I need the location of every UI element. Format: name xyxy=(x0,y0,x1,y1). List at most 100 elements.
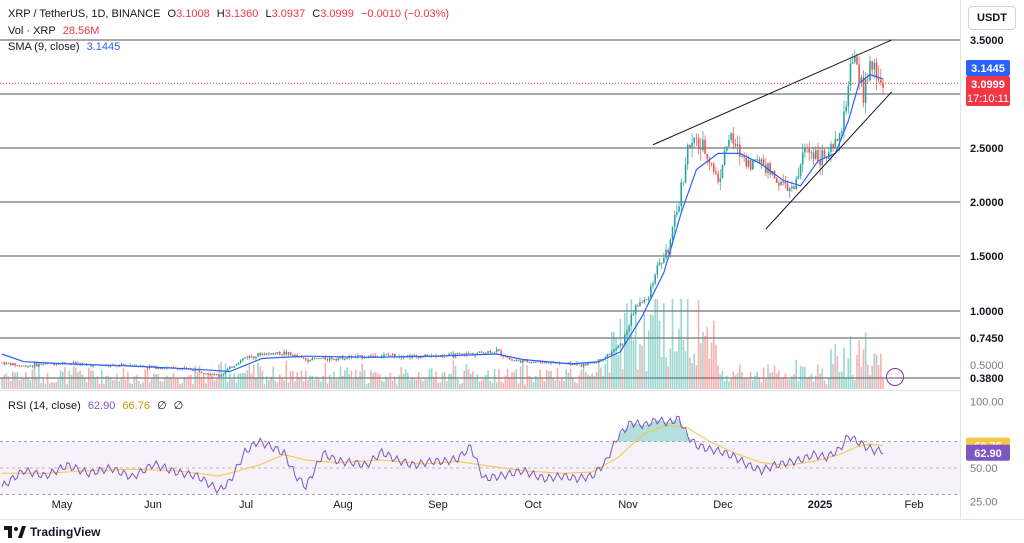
volume-bar xyxy=(428,368,431,389)
volume-label: Vol · XRP xyxy=(8,25,56,37)
candle-body xyxy=(142,365,144,367)
candle-body xyxy=(756,159,758,161)
volume-bar xyxy=(563,380,565,389)
alert-icon[interactable] xyxy=(886,368,904,386)
candle-body xyxy=(61,362,64,364)
volume-bar xyxy=(539,369,541,389)
symbol-legend[interactable]: XRP / TetherUS, 1D, BINANCE O3.1008 H3.1… xyxy=(8,8,453,20)
volume-bar xyxy=(153,373,155,389)
candle-body xyxy=(730,133,732,140)
sma-label: SMA (9, close) xyxy=(8,41,80,53)
volume-bar xyxy=(508,376,511,389)
candle-body xyxy=(270,353,272,355)
candle-body xyxy=(20,365,23,367)
volume-bar xyxy=(283,380,285,389)
rsi-legend[interactable]: RSI (14, close) 62.90 66.76 ∅ ∅ xyxy=(8,399,187,412)
volume-bar xyxy=(732,371,735,389)
volume-bar xyxy=(287,382,290,389)
volume-bar xyxy=(168,378,170,389)
volume-bar xyxy=(548,371,550,389)
candle-body xyxy=(617,345,620,349)
candle-body xyxy=(250,355,253,357)
change-value: −0.0010 (−0.03%) xyxy=(360,8,450,20)
volume-bar xyxy=(324,363,327,389)
candle-body xyxy=(90,364,92,367)
volume-bar xyxy=(22,377,25,389)
volume-bar xyxy=(109,378,112,389)
candle-body xyxy=(122,363,125,366)
volume-bar xyxy=(213,380,216,389)
tradingview-logo[interactable]: TradingView xyxy=(4,525,100,539)
volume-bar xyxy=(736,373,739,389)
volume-bar xyxy=(734,375,737,389)
sma-legend[interactable]: SMA (9, close) 3.1445 xyxy=(8,41,124,53)
volume-bar xyxy=(344,370,346,389)
volume-bar xyxy=(66,384,68,389)
volume-bar xyxy=(843,347,845,389)
volume-bar xyxy=(396,384,398,389)
candle-body xyxy=(680,182,683,207)
volume-bar xyxy=(20,379,23,389)
candle-body xyxy=(415,354,418,357)
price-tick-label: 1.0000 xyxy=(970,306,1004,318)
volume-bar xyxy=(730,377,732,389)
volume-bar xyxy=(454,365,457,389)
trendlines[interactable] xyxy=(652,39,893,230)
footer: TradingView xyxy=(0,519,1024,543)
volume-bar xyxy=(383,381,385,389)
candle-body xyxy=(406,355,409,357)
volume-bar xyxy=(699,343,702,389)
volume-bar xyxy=(704,335,706,389)
volume-bar xyxy=(552,378,554,389)
volume-legend[interactable]: Vol · XRP 28.56M xyxy=(8,25,103,37)
volume-bar xyxy=(558,380,561,389)
candle-body xyxy=(491,352,494,354)
trendline-lower xyxy=(765,91,893,230)
candle-body xyxy=(259,353,262,356)
volume-bar xyxy=(12,371,14,389)
candle-body xyxy=(163,367,166,369)
candle-body xyxy=(231,366,233,368)
volume-bar xyxy=(326,383,329,389)
candle-body xyxy=(754,159,756,161)
price-tick-label: 1.5000 xyxy=(970,251,1004,263)
volume-bar xyxy=(875,354,878,389)
volume-bar xyxy=(14,372,16,389)
volume-bar xyxy=(498,369,500,389)
candle-body xyxy=(42,364,45,366)
candle-body xyxy=(335,358,337,361)
volume-bar xyxy=(710,342,713,389)
price-axis[interactable]: 3.50003.00002.50002.00001.50001.00000.74… xyxy=(970,35,1004,508)
volume-bar xyxy=(684,351,687,389)
volume-bar xyxy=(817,364,819,389)
candle-body xyxy=(92,364,94,367)
volume-bar xyxy=(693,353,696,389)
time-axis[interactable]: May Jun Jul Aug Sep Oct Nov Dec 2025 Feb xyxy=(52,499,924,511)
volume-bar xyxy=(647,330,650,389)
volume-bar xyxy=(285,360,288,389)
volume-bar xyxy=(38,361,40,389)
volume-bar xyxy=(129,383,131,389)
volume-bar xyxy=(626,303,628,389)
candle-body xyxy=(1,362,3,364)
volume-bar xyxy=(461,383,463,389)
time-tick-label: Oct xyxy=(524,499,541,511)
sma-badge-bg xyxy=(966,60,1010,76)
currency-button[interactable]: USDT xyxy=(968,6,1016,30)
candle-body xyxy=(788,188,791,192)
volume-bar xyxy=(226,381,229,389)
candle-body xyxy=(229,366,231,369)
volume-bar xyxy=(281,378,283,389)
volume-bar xyxy=(196,372,199,389)
candle-body xyxy=(528,361,531,363)
volume-bar xyxy=(363,370,366,389)
candle-body xyxy=(29,365,32,367)
volume-bar xyxy=(81,374,84,389)
volume-bar xyxy=(780,378,782,389)
pane-separator[interactable] xyxy=(0,390,960,391)
volume-bar xyxy=(847,358,850,389)
volume-bar xyxy=(411,378,413,389)
volume-bar xyxy=(691,363,693,389)
